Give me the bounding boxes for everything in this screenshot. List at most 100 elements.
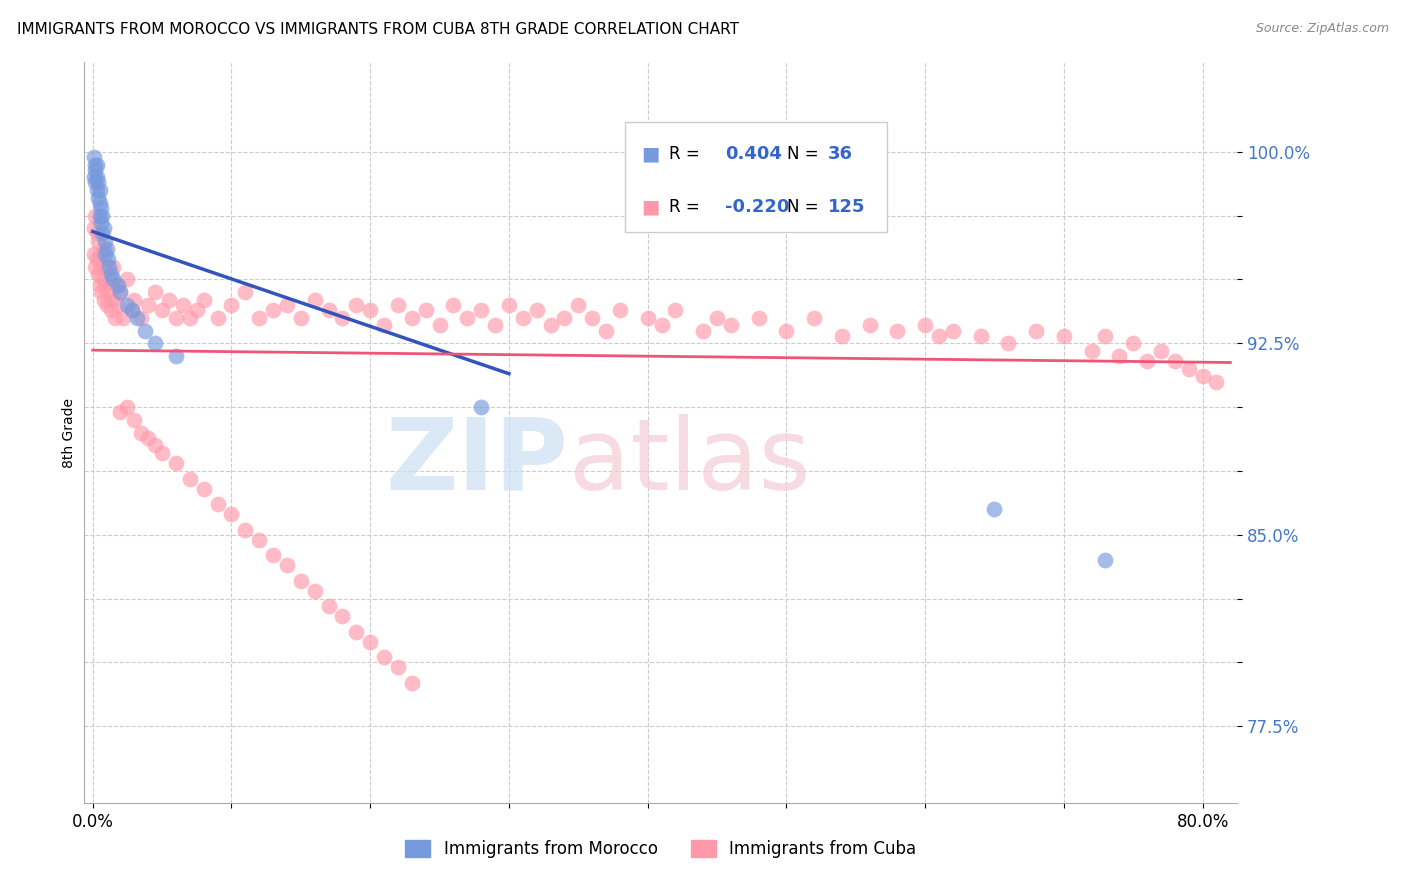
Point [83,221,105,235]
Point [290,574,312,588]
Point [221,298,243,312]
Point [107,277,129,292]
Point [165,349,187,363]
Point [150,303,173,318]
Point [98,272,121,286]
Point [304,293,326,307]
Point [90,216,112,230]
Point [90,285,112,300]
Point [221,508,243,522]
Text: 125: 125 [828,198,865,216]
Point [775,324,797,338]
Point [401,310,423,325]
Point [94,277,117,292]
Text: 0.404: 0.404 [725,145,782,163]
Point [98,260,121,274]
Point [97,285,120,300]
Point [179,310,201,325]
Point [83,157,105,171]
Point [179,472,201,486]
Point [441,298,464,312]
Point [1108,349,1130,363]
Text: R =: R = [669,145,700,163]
Point [706,310,728,325]
Point [93,242,115,256]
Point [207,497,229,511]
Point [359,303,381,318]
Point [1150,343,1173,358]
Point [1094,328,1116,343]
Point [247,310,270,325]
Point [1205,375,1227,389]
Point [124,413,146,427]
Point [650,318,672,333]
Point [93,221,115,235]
Point [914,318,936,333]
Point [498,298,520,312]
Point [86,183,108,197]
Point [344,298,367,312]
Point [1025,324,1047,338]
Point [664,303,686,318]
Point [87,234,110,248]
Point [121,303,143,318]
Point [928,328,950,343]
Point [512,310,534,325]
Point [193,293,215,307]
Text: ■: ■ [641,145,659,163]
Point [595,324,617,338]
Text: 36: 36 [828,145,852,163]
Point [359,635,381,649]
Point [89,195,111,210]
Point [83,247,105,261]
Point [942,324,965,338]
Point [387,660,409,674]
Point [117,272,139,286]
Point [247,533,270,547]
Point [97,252,120,266]
Point [193,482,215,496]
Point [969,328,991,343]
Point [84,260,107,274]
Point [456,310,478,325]
Point [387,298,409,312]
Point [86,227,108,241]
Point [94,234,117,248]
Point [803,310,825,325]
Point [567,298,589,312]
Point [373,650,395,665]
Point [129,425,152,440]
Point [1080,343,1102,358]
Text: atlas: atlas [568,414,810,511]
Point [276,558,298,573]
Point [134,324,156,338]
Point [117,400,139,414]
Point [143,285,166,300]
Text: N =: N = [787,145,818,163]
Point [172,298,194,312]
Point [186,303,208,318]
Point [96,260,118,274]
Point [997,336,1019,351]
Point [100,268,122,282]
Point [318,303,340,318]
Point [101,293,124,307]
Point [91,209,114,223]
Legend: Immigrants from Morocco, Immigrants from Cuba: Immigrants from Morocco, Immigrants from… [398,833,924,865]
Point [637,310,659,325]
Text: ZIP: ZIP [385,414,568,511]
Point [526,303,548,318]
Point [136,431,159,445]
Point [415,303,437,318]
Point [103,260,125,274]
Point [859,318,882,333]
Point [96,242,118,256]
Point [290,310,312,325]
Point [150,446,173,460]
Point [100,303,122,318]
Point [125,310,148,325]
Point [89,209,111,223]
Point [89,183,111,197]
Point [112,310,135,325]
Point [207,310,229,325]
